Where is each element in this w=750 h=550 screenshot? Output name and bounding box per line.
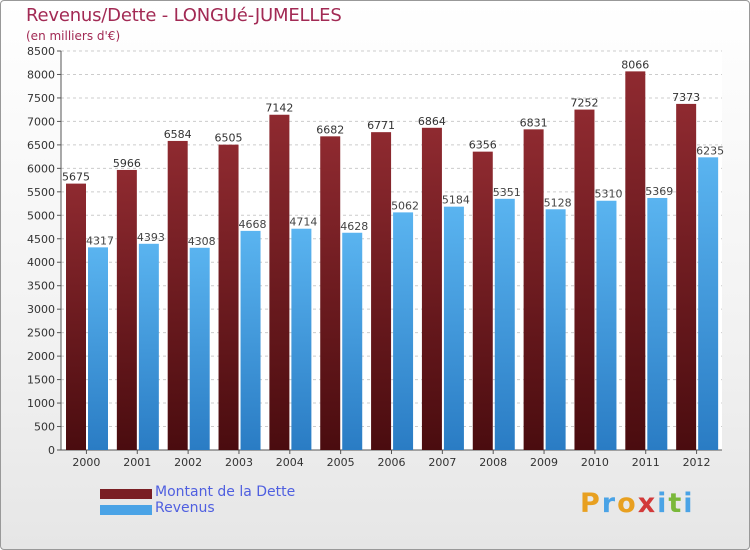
x-tick-label: 2007 [428, 456, 456, 469]
x-tick-label: 2010 [581, 456, 609, 469]
data-label-dette: 5966 [113, 157, 141, 170]
data-label-revenus: 4628 [340, 220, 368, 233]
data-label-dette: 6584 [164, 128, 192, 141]
y-tick-label: 6500 [27, 139, 55, 152]
bar-revenus [443, 206, 464, 450]
bar-dette [676, 103, 697, 450]
bar-dette [625, 71, 646, 450]
y-tick-label: 7500 [27, 92, 55, 105]
bar-dette [167, 140, 188, 450]
bar-dette [66, 183, 86, 450]
data-label-dette: 7142 [265, 102, 293, 115]
data-label-revenus: 4393 [137, 231, 165, 244]
bar-revenus [596, 200, 617, 450]
logo-letter: i [657, 488, 669, 519]
bar-revenus [647, 197, 668, 450]
logo-letter: i [683, 488, 695, 519]
bar-revenus [88, 247, 108, 450]
x-tick-label: 2004 [276, 456, 304, 469]
bar-dette [371, 132, 392, 450]
data-label-revenus: 4714 [289, 216, 317, 229]
bar-revenus [545, 209, 566, 450]
bar-dette [472, 151, 493, 450]
legend-label-dette: Montant de la Dette [155, 484, 296, 500]
data-label-dette: 7373 [672, 91, 700, 104]
y-tick-label: 1000 [27, 397, 55, 410]
data-label-revenus: 6235 [696, 144, 724, 157]
bar-revenus [393, 212, 414, 450]
x-tick-label: 2008 [479, 456, 507, 469]
y-tick-label: 5000 [27, 209, 55, 222]
data-label-revenus: 4668 [239, 218, 267, 231]
data-label-revenus: 4317 [86, 234, 114, 247]
bar-dette [269, 114, 290, 450]
chart-subtitle: (en milliers d'€) [26, 29, 121, 43]
data-label-revenus: 5369 [645, 185, 673, 198]
x-tick-label: 2005 [327, 456, 355, 469]
bar-revenus [494, 198, 515, 450]
data-label-revenus: 5062 [391, 199, 419, 212]
y-tick-label: 6000 [27, 162, 55, 175]
logo-letter: t [668, 488, 684, 519]
x-tick-label: 2012 [683, 456, 711, 469]
x-tick-label: 2009 [530, 456, 558, 469]
logo-letter: r [601, 488, 618, 519]
y-tick-label: 7000 [27, 115, 55, 128]
proxiti-logo: Proxiti [580, 488, 695, 519]
x-tick-label: 2003 [225, 456, 253, 469]
data-label-dette: 6505 [215, 132, 243, 145]
bar-revenus [240, 230, 261, 450]
bar-dette [421, 127, 442, 450]
legend-swatch-dette [100, 489, 152, 499]
bar-revenus [342, 232, 363, 450]
bar-revenus [698, 157, 719, 450]
chart-title: Revenus/Dette - LONGUé-JUMELLES [26, 5, 342, 26]
y-tick-label: 4500 [27, 233, 55, 246]
data-label-revenus: 5310 [594, 188, 622, 201]
data-label-revenus: 5128 [544, 196, 572, 209]
bar-dette [523, 129, 544, 450]
data-label-revenus: 5351 [493, 186, 521, 199]
x-tick-label: 2006 [378, 456, 406, 469]
x-tick-label: 2000 [72, 456, 100, 469]
data-label-revenus: 5184 [442, 194, 470, 207]
y-tick-label: 1500 [27, 374, 55, 387]
data-label-dette: 6356 [469, 139, 497, 152]
y-tick-label: 0 [48, 444, 55, 457]
data-label-dette: 6831 [520, 116, 548, 129]
data-label-dette: 7252 [570, 97, 598, 110]
data-label-dette: 6682 [316, 123, 344, 136]
y-tick-label: 5500 [27, 186, 55, 199]
y-tick-label: 3500 [27, 280, 55, 293]
data-label-dette: 8066 [621, 58, 649, 71]
bar-dette [320, 136, 341, 451]
data-label-dette: 5675 [62, 171, 90, 184]
y-tick-label: 500 [34, 421, 55, 434]
bar-revenus [189, 247, 210, 450]
logo-letter: x [637, 488, 658, 519]
x-tick-label: 2011 [632, 456, 660, 469]
legend-label-revenus: Revenus [155, 500, 215, 516]
y-tick-label: 8500 [27, 45, 55, 58]
data-label-dette: 6771 [367, 119, 395, 132]
logo-letter: o [617, 488, 638, 519]
y-tick-label: 2500 [27, 327, 55, 340]
y-tick-label: 8000 [27, 68, 55, 81]
data-label-revenus: 4308 [188, 235, 216, 248]
y-tick-label: 4000 [27, 256, 55, 269]
plot-area [61, 51, 722, 450]
bar-dette [218, 144, 239, 450]
bar-dette [116, 169, 137, 450]
legend-swatch-revenus [100, 505, 152, 515]
bar-revenus [291, 228, 312, 450]
data-label-dette: 6864 [418, 115, 446, 128]
y-tick-label: 3000 [27, 303, 55, 316]
x-tick-label: 2002 [174, 456, 202, 469]
bar-revenus [138, 243, 159, 450]
x-tick-label: 2001 [123, 456, 151, 469]
bar-dette [574, 109, 595, 451]
y-tick-label: 2000 [27, 350, 55, 363]
logo-letter: P [580, 488, 602, 519]
